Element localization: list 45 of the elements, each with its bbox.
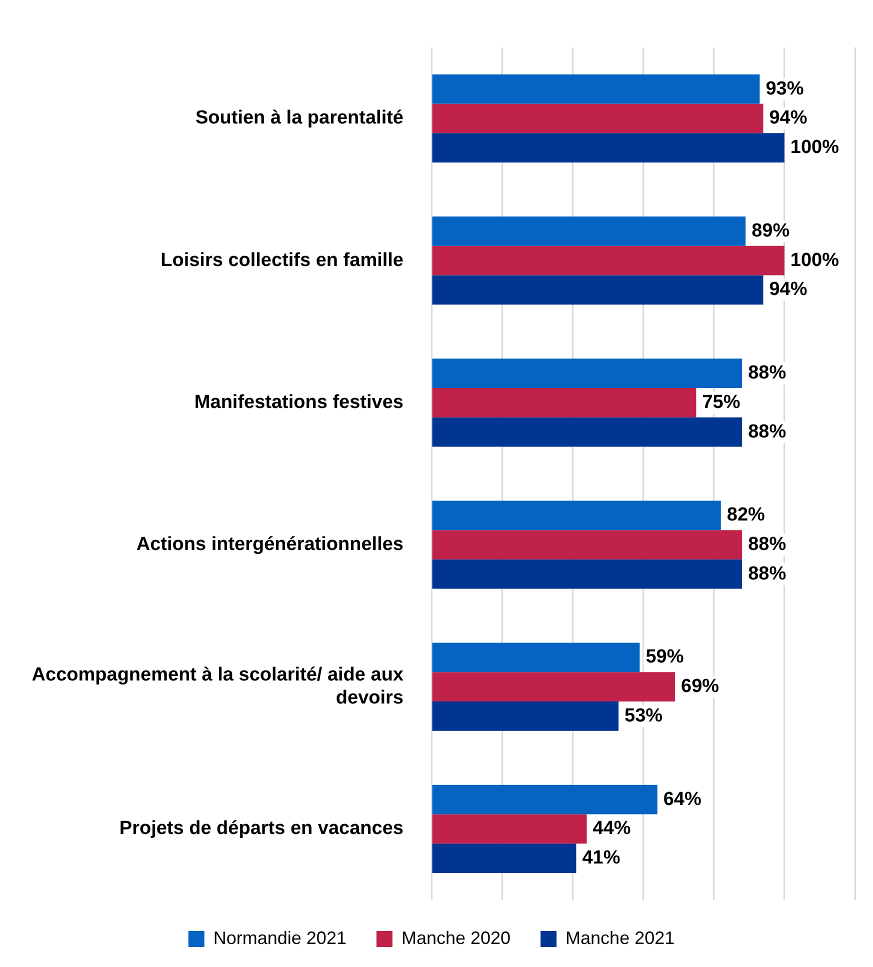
bar [432,388,696,418]
data-label: 75% [702,392,740,413]
data-label: 88% [748,563,786,584]
y-tick-label: Actions intergénérationnelles [136,534,404,555]
data-label: 88% [748,421,786,442]
bar [432,275,764,305]
bar [432,104,764,134]
data-label: 88% [748,534,786,555]
bar [432,642,640,672]
bar [432,500,721,530]
data-label: 69% [681,676,720,698]
bar [432,784,658,814]
y-tick-label: Projets de départs en vacances [119,818,404,840]
data-label: 82% [726,504,766,526]
bar [432,814,587,844]
bar [432,358,742,388]
data-label: 94% [769,279,808,300]
data-label: 59% [646,646,684,668]
data-label: 53% [624,705,663,726]
data-label: 41% [582,848,620,869]
data-label: 94% [769,108,808,129]
data-label: 93% [766,78,804,100]
y-tick-label: Soutien à la parentalité [196,108,404,129]
bar [432,74,760,104]
bar [432,530,742,560]
bar [432,844,576,873]
bar [432,246,784,276]
data-label: 100% [790,250,840,271]
data-label: 64% [663,788,702,810]
legend-label: Manche 2020 [401,928,511,948]
bar [432,133,784,162]
bar [432,702,619,731]
legend-label: Manche 2021 [566,928,675,948]
legend-label: Normandie 2021 [213,928,346,948]
data-label: 88% [748,362,786,384]
data-label: 89% [752,220,790,242]
data-label: 100% [790,137,840,158]
y-tick-label: Accompagnement à la scolarité/ aide aux devoirs [32,664,404,708]
bar [432,672,676,702]
y-tick-label: Manifestations festives [194,392,404,413]
data-label: 44% [592,818,631,840]
bar [432,559,742,589]
y-tick-label: Loisirs collectifs en famille [160,250,404,271]
bar [432,417,742,447]
bar [432,216,746,246]
